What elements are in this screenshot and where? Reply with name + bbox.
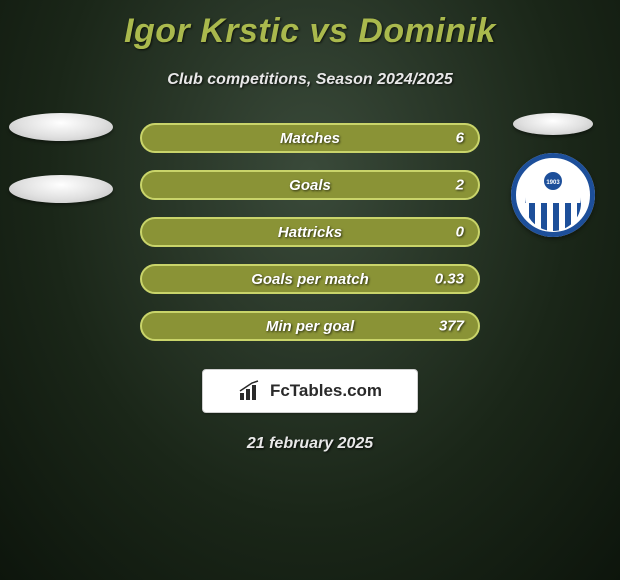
stat-value: 377 [439, 318, 464, 335]
stat-bar-matches: Matches 6 [140, 123, 480, 153]
crest-name: NK NAFTA [531, 197, 574, 204]
stat-value: 6 [456, 130, 464, 147]
stat-label: Min per goal [266, 318, 354, 335]
page-title: Igor Krstic vs Dominik [0, 0, 620, 51]
left-badge-column [6, 113, 116, 203]
date-text: 21 february 2025 [0, 435, 620, 453]
stat-label: Goals [289, 177, 331, 194]
placeholder-oval-icon [513, 113, 593, 135]
placeholder-oval-icon [9, 175, 113, 203]
stat-label: Goals per match [251, 271, 369, 288]
right-badge-column: 1903 NK NAFTA [508, 113, 598, 237]
stat-bar-goals: Goals 2 [140, 170, 480, 200]
stats-area: 1903 NK NAFTA Matches 6 Goals 2 [0, 123, 620, 341]
stat-value: 0 [456, 224, 464, 241]
chart-icon [238, 380, 264, 402]
stat-value: 0.33 [435, 271, 464, 288]
crest-year: 1903 [546, 180, 560, 186]
stat-label: Hattricks [278, 224, 342, 241]
stat-bar-goals-per-match: Goals per match 0.33 [140, 264, 480, 294]
stat-value: 2 [456, 177, 464, 194]
stat-label: Matches [280, 130, 340, 147]
crest-icon: 1903 NK NAFTA [511, 153, 595, 237]
source-logo-text: FcTables.com [270, 381, 382, 401]
source-logo: FcTables.com [202, 369, 418, 413]
stat-bar-min-per-goal: Min per goal 377 [140, 311, 480, 341]
stat-bar-hattricks: Hattricks 0 [140, 217, 480, 247]
team-crest: 1903 NK NAFTA [511, 153, 595, 237]
placeholder-oval-icon [9, 113, 113, 141]
subtitle: Club competitions, Season 2024/2025 [0, 71, 620, 89]
